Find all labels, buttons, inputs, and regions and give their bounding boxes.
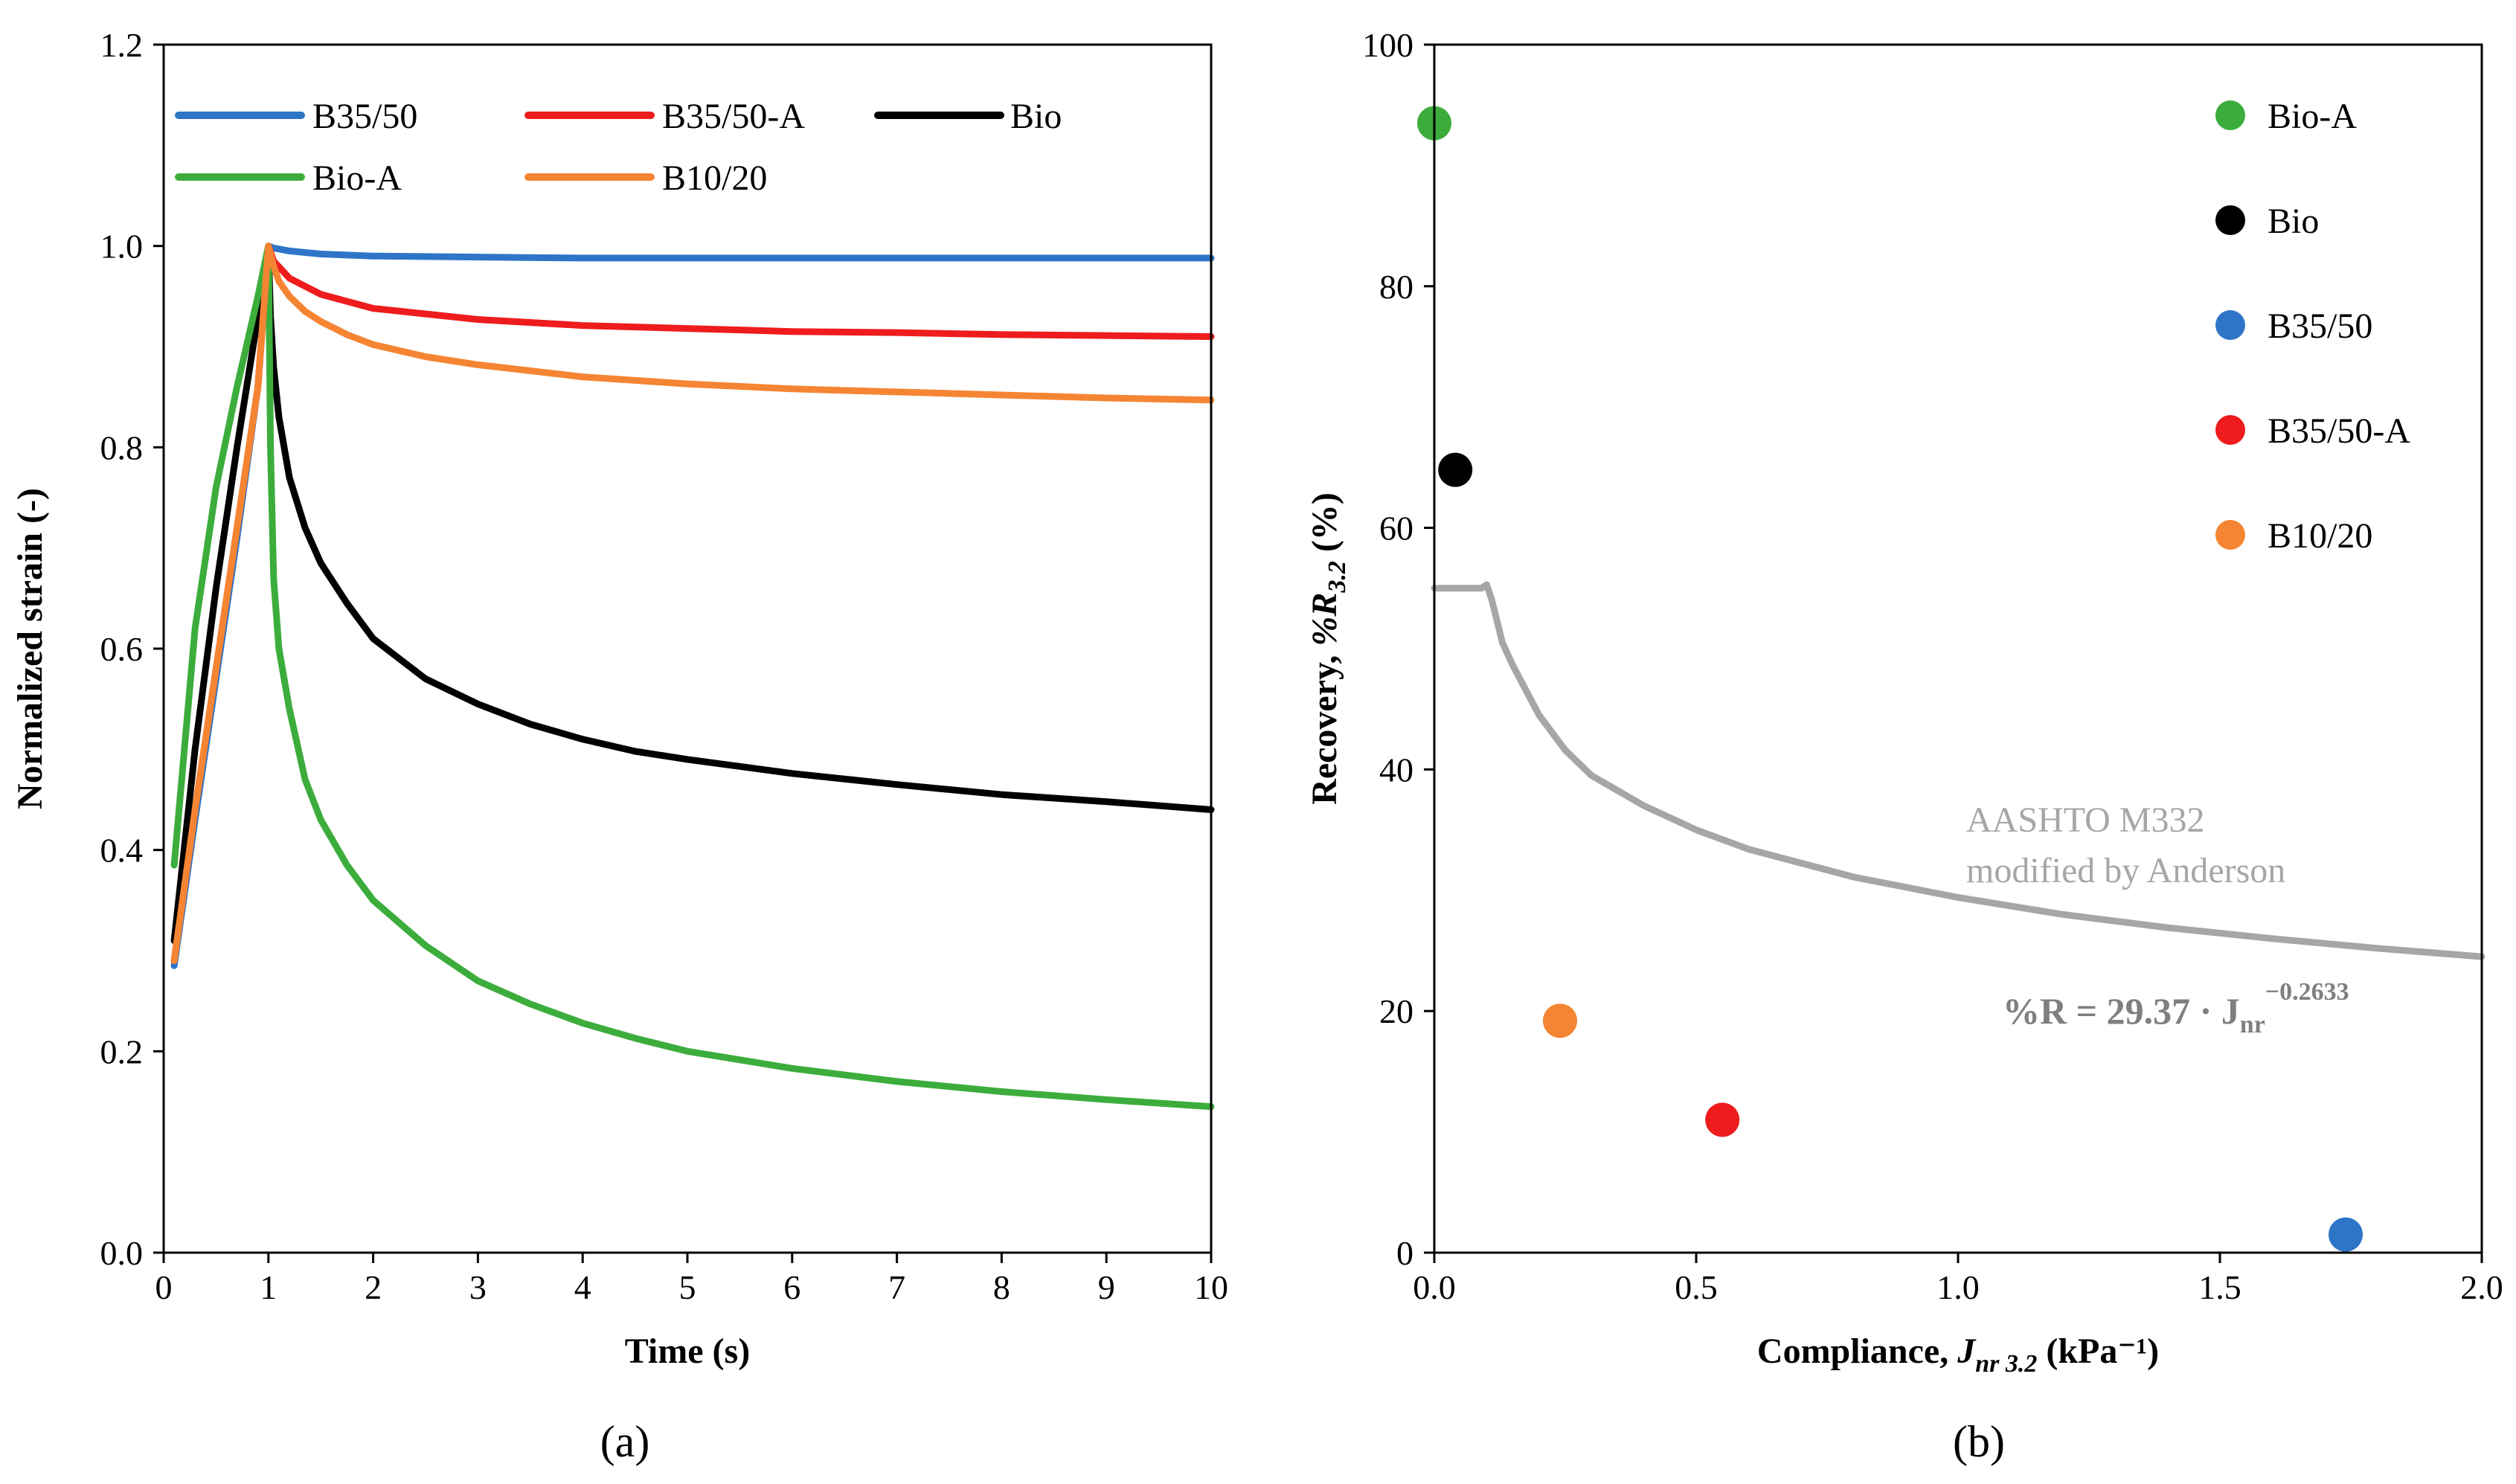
y-title-suffix: (%) <box>1305 492 1344 561</box>
chart-a-x-axis-title: Time (s) <box>625 1332 750 1371</box>
chart-b: 0.0 0.5 1.0 1.5 2.0 0 20 40 60 80 100 Bio-A Bio B3… <box>1305 26 2503 1466</box>
series-line-b10-20 <box>170 242 1215 964</box>
series-line-bio-a <box>170 242 1215 1111</box>
y-title-symbol: %R <box>1305 593 1344 646</box>
chart-a-x-tick-label: 5 <box>679 1268 696 1306</box>
chart-b-curve <box>1431 581 2485 960</box>
legend-label-b10-20: B10/20 <box>662 158 767 198</box>
chart-b-y-tick-label: 100 <box>1362 26 1413 64</box>
legend-label-b35-50: B35/50 <box>2268 306 2372 346</box>
chart-a-x-tick-label: 4 <box>574 1268 591 1306</box>
chart-b-legend: Bio-A Bio B35/50 B35/50-A B10/20 <box>2215 97 2410 556</box>
y-title-subscript: 3.2 <box>1323 561 1351 594</box>
chart-a-x-tick-label: 2 <box>365 1268 382 1306</box>
legend-label-b35-50-a: B35/50-A <box>662 97 805 136</box>
chart-a-y-axis-title: Normalized strain (-) <box>10 488 50 809</box>
chart-a-x-tick-label: 10 <box>1194 1268 1228 1306</box>
chart-b-y-tick-label: 40 <box>1379 751 1413 788</box>
chart-a-x-tick-label: 1 <box>260 1268 277 1306</box>
chart-b-y-tick-label: 60 <box>1379 510 1413 547</box>
curve-annotation-line1: AASHTO M332 <box>1966 800 2204 840</box>
chart-b-y-tick-label: 0 <box>1396 1234 1413 1272</box>
equation-subscript: nr <box>2240 1011 2265 1038</box>
chart-b-x-tick-label: 1.0 <box>1936 1268 1980 1306</box>
curve-equation: %R = 29.37 · Jnr−0.2633 <box>2003 978 2349 1038</box>
legend-label-b35-50-a: B35/50-A <box>2268 411 2410 451</box>
legend-label-bio: Bio <box>1010 97 1062 136</box>
x-title-suffix: (kPa⁻¹) <box>2037 1332 2159 1371</box>
chart-a-x-tick-label: 9 <box>1098 1268 1115 1306</box>
legend-marker-bio-a <box>2215 100 2245 130</box>
chart-b-x-axis-title: Compliance, Jnr 3.2 (kPa⁻¹) <box>1757 1332 2159 1378</box>
chart-b-y-tick-label: 20 <box>1379 992 1413 1030</box>
curve-annotation-line2: modified by Anderson <box>1966 851 2285 890</box>
chart-a-lines <box>170 242 1215 1111</box>
chart-b-ticks: 0.0 0.5 1.0 1.5 2.0 0 20 40 60 80 100 <box>1362 26 2503 1306</box>
chart-a-y-tick-label: 0.6 <box>100 630 144 668</box>
chart-b-y-axis-title: Recovery, %R3.2 (%) <box>1305 492 1351 805</box>
series-line-bio <box>170 242 1215 944</box>
chart-a: 0 1 2 3 4 5 6 7 8 9 10 0.0 0.2 0.4 0.6 0.8 1.0 1.2 B35/50… <box>10 26 1228 1466</box>
legend-marker-bio <box>2215 205 2245 235</box>
chart-a-x-tick-label: 6 <box>783 1268 800 1306</box>
series-line-b35-50 <box>170 242 1215 969</box>
chart-a-ticks: 0 1 2 3 4 5 6 7 8 9 10 0.0 0.2 0.4 0.6 0.8 1.0 1.2 <box>100 26 1229 1306</box>
series-line-b35-50-a <box>170 242 1215 964</box>
chart-b-x-tick-label: 0.5 <box>1675 1268 1718 1306</box>
chart-b-x-tick-label: 0.0 <box>1413 1268 1456 1306</box>
legend-label-bio-a: Bio-A <box>312 158 402 198</box>
chart-a-y-tick-label: 0.0 <box>100 1234 144 1272</box>
x-title-prefix: Compliance, <box>1757 1332 1957 1371</box>
x-title-symbol: J <box>1957 1332 1977 1371</box>
chart-a-panel-label: (a) <box>600 1417 650 1466</box>
chart-b-panel-label: (b) <box>1953 1417 2005 1466</box>
legend-marker-b35-50-a <box>2215 415 2245 445</box>
y-title-prefix: Recovery, <box>1305 646 1344 805</box>
chart-a-plot-frame <box>162 43 1213 1254</box>
data-point-b35-50 <box>2329 1217 2363 1252</box>
chart-b-x-tick-label: 1.5 <box>2198 1268 2241 1306</box>
chart-a-y-tick-label: 0.8 <box>100 428 144 466</box>
data-point-b10-20 <box>1543 1003 1577 1038</box>
chart-b-points <box>1417 106 2363 1252</box>
chart-a-x-tick-label: 3 <box>469 1268 487 1306</box>
legend-label-b10-20: B10/20 <box>2268 516 2372 556</box>
chart-a-y-tick-label: 1.2 <box>100 26 144 64</box>
x-title-subscript: nr 3.2 <box>1975 1350 2037 1378</box>
chart-a-x-tick-label: 0 <box>155 1268 173 1306</box>
equation-exponent: −0.2633 <box>2265 978 2349 1006</box>
chart-b-x-tick-label: 2.0 <box>2460 1268 2503 1306</box>
data-point-b35-50-a <box>1705 1102 1740 1137</box>
aashto-limit-curve <box>1431 581 2485 960</box>
data-point-bio <box>1438 452 1473 487</box>
chart-a-legend: B35/50 B35/50-A Bio Bio-A B10/20 <box>175 97 1062 198</box>
legend-marker-b10-20 <box>2215 520 2245 550</box>
chart-a-y-tick-label: 0.4 <box>100 832 144 870</box>
chart-b-plot-frame <box>1433 43 2483 1254</box>
legend-label-b35-50: B35/50 <box>312 97 417 136</box>
legend-marker-b35-50 <box>2215 310 2245 340</box>
chart-a-x-tick-label: 8 <box>993 1268 1010 1306</box>
chart-b-y-tick-label: 80 <box>1379 268 1413 306</box>
chart-a-x-tick-label: 7 <box>888 1268 905 1306</box>
equation-lhs: %R = 29.37 · J <box>2003 990 2240 1032</box>
legend-label-bio-a: Bio-A <box>2268 97 2357 136</box>
legend-label-bio: Bio <box>2268 202 2319 241</box>
chart-a-y-tick-label: 0.2 <box>100 1032 144 1070</box>
chart-a-y-tick-label: 1.0 <box>100 228 144 266</box>
